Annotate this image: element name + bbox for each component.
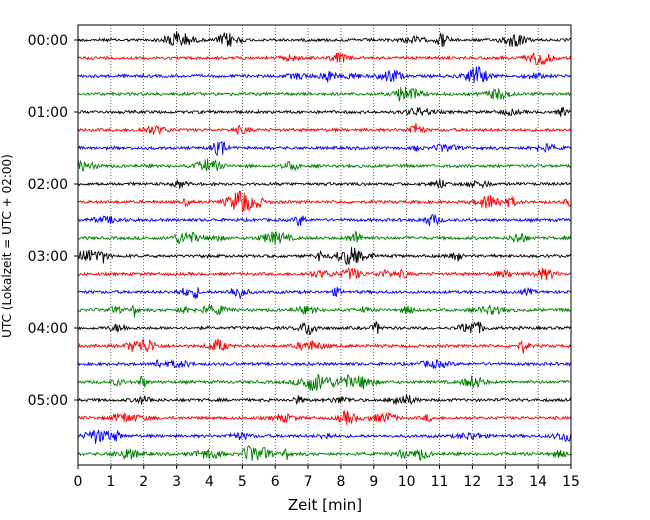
seismogram-trace [77, 140, 572, 157]
x-tick-label: 3 [172, 474, 181, 490]
seismogram-traces [77, 31, 572, 462]
seismogram-trace [77, 86, 572, 102]
seismogram-trace [77, 52, 572, 66]
seismogram-trace [77, 320, 572, 336]
y-tick-label: 03:00 [28, 249, 68, 265]
seismogram-trace [77, 123, 572, 136]
seismogram-trace [77, 230, 572, 245]
seismogram-trace [77, 394, 572, 406]
seismogram-trace [77, 303, 572, 318]
x-tick-label: 8 [336, 474, 345, 490]
x-tick-label: 2 [139, 474, 148, 490]
grid-lines [110, 25, 539, 465]
seismogram-trace [77, 190, 572, 213]
y-tick-label: 04:00 [28, 321, 68, 337]
x-tick-label: 5 [238, 474, 247, 490]
x-tick-label: 9 [369, 474, 378, 490]
seismogram-trace [77, 444, 572, 462]
seismogram-trace [77, 358, 572, 369]
y-tick-label: 00:00 [28, 33, 68, 49]
x-tick-label: 6 [271, 474, 280, 490]
x-axis-ticks: 0 1 2 3 4 5 6 7 8 9 10 11 12 13 14 15 [74, 465, 580, 490]
seismogram-trace [77, 429, 572, 444]
x-tick-label: 12 [463, 474, 481, 490]
x-axis-label: Zeit [min] [288, 496, 362, 514]
y-tick-label: 02:00 [28, 177, 68, 193]
y-tick-label: 01:00 [28, 105, 68, 121]
x-tick-label: 14 [529, 474, 547, 490]
x-tick-label: 11 [431, 474, 449, 490]
seismogram-trace [77, 338, 572, 354]
x-tick-label: 1 [106, 474, 115, 490]
seismogram-trace [77, 247, 572, 266]
seismogram-trace [77, 286, 572, 299]
seismogram-trace [77, 214, 572, 227]
seismogram-trace [77, 66, 572, 84]
x-tick-label: 15 [562, 474, 580, 490]
x-tick-label: 0 [74, 474, 83, 490]
y-axis-ticks: 00:00 01:00 02:00 03:00 04:00 05:00 [28, 33, 78, 409]
x-tick-label: 10 [398, 474, 416, 490]
x-tick-label: 13 [496, 474, 514, 490]
x-tick-label: 7 [304, 474, 313, 490]
plot-frame [77, 24, 572, 466]
seismogram-trace [77, 410, 572, 426]
seismogram-trace [77, 267, 572, 281]
seismogram-trace [77, 31, 572, 48]
seismogram-trace [77, 373, 571, 391]
y-tick-label: 05:00 [28, 393, 68, 409]
y-axis-label: UTC (Lokalzeit = UTC + 02:00) [0, 154, 14, 338]
seismogram-trace [77, 158, 572, 172]
seismogram-trace [77, 106, 572, 117]
seismogram-trace [77, 179, 572, 190]
x-tick-label: 4 [205, 474, 214, 490]
